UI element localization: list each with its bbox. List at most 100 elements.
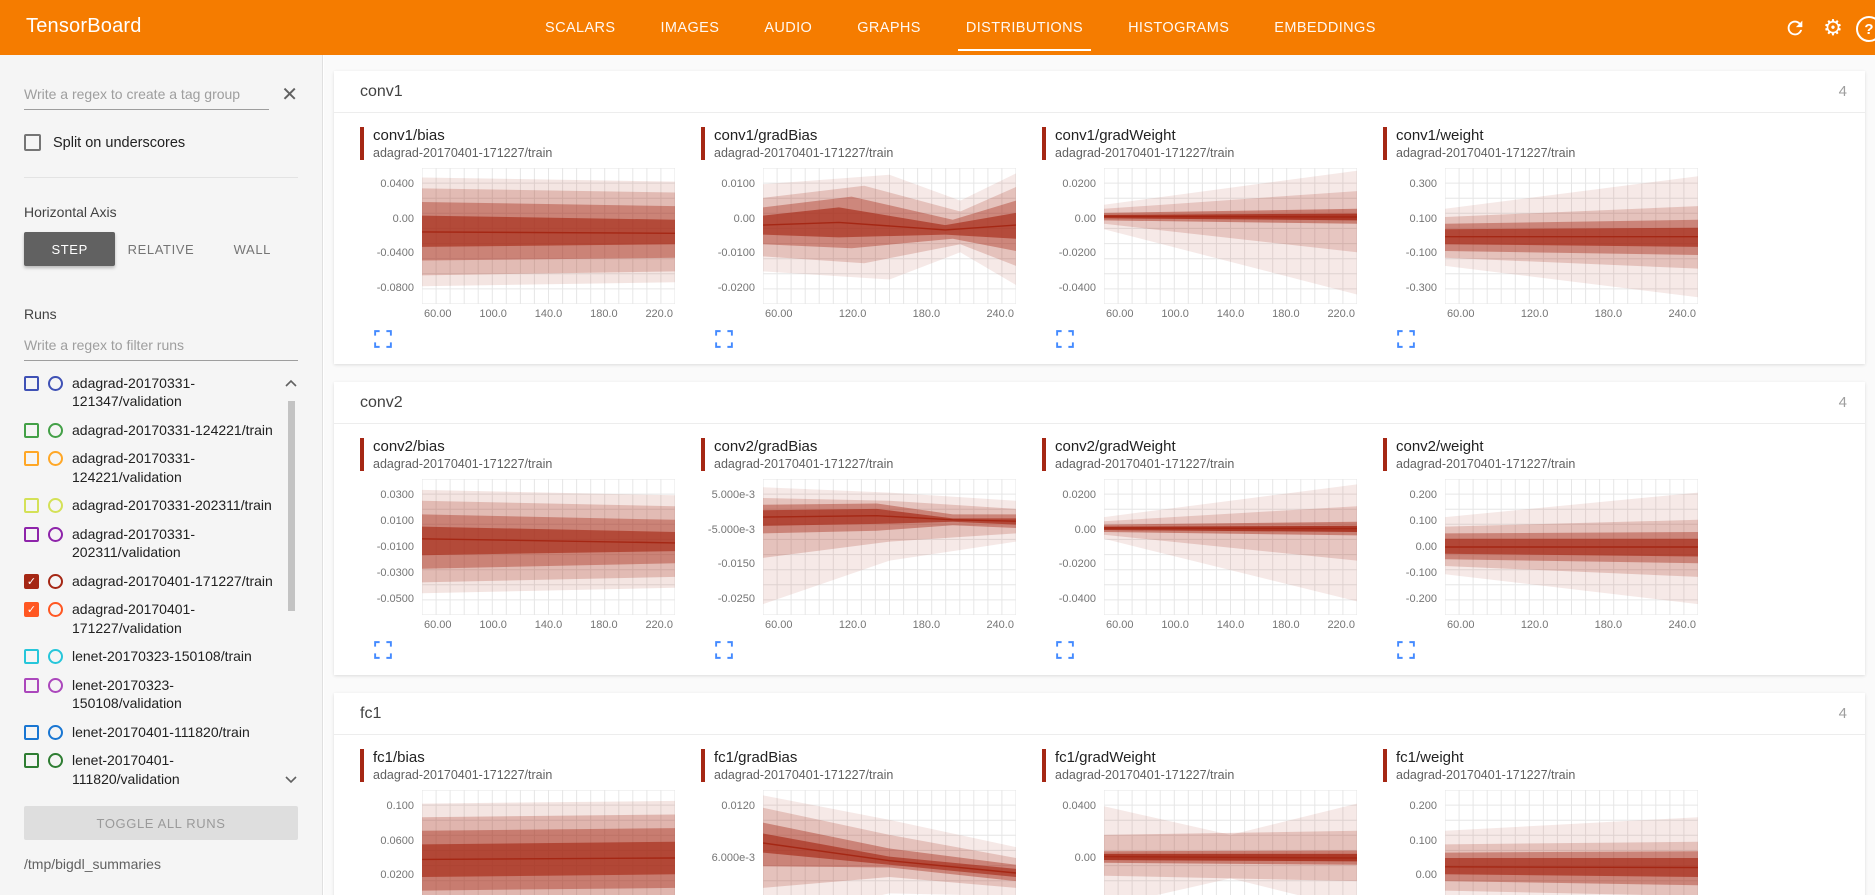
tab-embeddings[interactable]: EMBEDDINGS [1274,19,1376,36]
run-radio[interactable] [48,498,63,514]
expand-chart-icon[interactable] [374,641,392,659]
runs-filter-input[interactable] [24,330,298,361]
chart-card: conv1/gradBias adagrad-20170401-171227/tr… [701,127,1026,348]
split-underscores-row[interactable]: Split on underscores [24,134,298,178]
expand-chart-icon[interactable] [1056,330,1074,348]
run-item[interactable]: adagrad-20170331-124221/train [24,416,280,444]
axis-wall-button[interactable]: WALL [207,232,298,266]
tab-audio[interactable]: AUDIO [764,19,813,36]
refresh-icon[interactable] [1783,16,1807,40]
distribution-plot [1445,790,1698,895]
chart-title-block: fc1/gradBias adagrad-20170401-171227/trai… [701,749,1026,782]
x-tick: 220.0 [1327,619,1355,631]
x-tick: 100.0 [479,308,507,320]
run-item[interactable]: lenet-20170401-111820/validation [24,746,280,793]
y-tick: -0.0200 [1058,558,1096,571]
run-item[interactable]: adagrad-20170331-202311/validation [24,520,280,567]
run-checkbox[interactable] [24,451,39,467]
run-checkbox[interactable]: ✓ [24,602,39,618]
expand-chart-icon[interactable] [715,330,733,348]
distribution-plot [763,790,1016,895]
run-item[interactable]: ✓ adagrad-20170401-171227/validation [24,595,280,642]
y-tick: -5.000e-3 [707,523,755,536]
run-checkbox[interactable] [24,422,39,438]
chart-run-name: adagrad-20170401-171227/train [373,146,553,160]
run-radio[interactable] [48,526,63,542]
y-tick: -0.0200 [717,281,755,294]
run-checkbox[interactable] [24,498,39,514]
section-header[interactable]: fc1 4 [334,693,1865,735]
scroll-up-icon[interactable] [284,375,298,393]
chart-run-name: adagrad-20170401-171227/train [1055,457,1235,471]
run-checkbox[interactable] [24,649,39,665]
y-tick: -0.100 [1405,567,1437,579]
y-axis-labels: 0.0200 0.00 -0.0200 -0.0400 [1042,479,1104,615]
run-checkbox[interactable] [24,677,39,693]
chart-title: fc1/bias [373,749,425,766]
run-radio[interactable] [48,649,63,665]
tab-scalars[interactable]: SCALARS [545,19,616,36]
run-radio[interactable] [48,451,63,467]
axis-step-button[interactable]: STEP [24,232,116,266]
run-checkbox[interactable] [24,753,39,769]
plot-area: 0.0200 0.00 -0.0200 -0.0400 [1042,168,1367,304]
run-radio[interactable] [48,724,63,740]
expand-chart-icon[interactable] [1056,641,1074,659]
run-item[interactable]: lenet-20170401-111820/train [24,718,280,746]
run-item[interactable]: ✓ adagrad-20170401-171227/train [24,567,280,595]
expand-chart-icon[interactable] [374,330,392,348]
run-checkbox[interactable]: ✓ [24,573,39,589]
tab-graphs[interactable]: GRAPHS [857,19,921,36]
run-radio[interactable] [48,677,63,693]
close-icon[interactable]: ✕ [281,83,298,106]
settings-gear-icon[interactable]: ⚙ [1821,16,1845,40]
run-checkbox[interactable] [24,526,39,542]
tag-group-regex-input[interactable] [24,79,270,110]
run-checkbox[interactable] [24,376,39,391]
x-axis-labels: 60.00 100.0 140.0 180.0 220.0 [1104,615,1357,631]
section-title: conv2 [360,393,403,411]
expand-chart-icon[interactable] [1397,330,1415,348]
chart-run-name: adagrad-20170401-171227/train [714,146,894,160]
x-tick: 60.00 [765,619,793,631]
chart-run-name: adagrad-20170401-171227/train [1396,768,1576,782]
tab-histograms[interactable]: HISTOGRAMS [1128,19,1230,36]
x-axis-labels: 60.00 120.0 180.0 240.0 [763,304,1016,320]
scroll-down-icon[interactable] [284,772,298,790]
tab-distributions[interactable]: DISTRIBUTIONS [957,0,1092,55]
run-label: adagrad-20170331-124221/validation [72,450,195,485]
run-radio[interactable] [48,602,63,618]
section-fc1: fc1 4 fc1/bias adagrad-20170401-171227/trai… [334,693,1865,895]
run-item[interactable]: lenet-20170323-150108/validation [24,671,280,718]
run-checkbox[interactable] [24,724,39,740]
run-radio[interactable] [48,753,63,769]
run-item[interactable]: adagrad-20170331-202311/train [24,491,280,519]
section-header[interactable]: conv1 4 [334,71,1865,113]
run-radio[interactable] [48,573,63,589]
runs-scrollbar-thumb[interactable] [288,401,295,611]
run-item[interactable]: lenet-20170401-112317/train [24,793,280,794]
tab-images[interactable]: IMAGES [660,19,720,36]
plot-area: 0.0200 0.00 -0.0200 -0.0400 [1042,479,1367,615]
plot-area: 5.000e-3 -5.000e-3 -0.0150 -0.0250 [701,479,1026,615]
help-icon[interactable]: ? [1856,16,1875,42]
y-tick: 0.100 [386,800,414,812]
chart-run-name: adagrad-20170401-171227/train [1055,768,1235,782]
run-item[interactable]: lenet-20170323-150108/train [24,642,280,670]
x-tick: 60.00 [765,308,793,320]
section-header[interactable]: conv2 4 [334,382,1865,424]
help-glyph: ? [1864,20,1874,38]
expand-chart-icon[interactable] [1397,641,1415,659]
chart-card: conv1/bias adagrad-20170401-171227/train 0… [360,127,685,348]
toggle-all-runs-button[interactable]: TOGGLE ALL RUNS [24,806,298,840]
y-tick: 0.100 [1409,834,1437,847]
split-underscores-checkbox[interactable] [24,134,41,151]
run-radio[interactable] [48,422,63,438]
expand-chart-icon[interactable] [715,641,733,659]
run-radio[interactable] [48,376,63,391]
run-item[interactable]: adagrad-20170331-121347/validation [24,369,280,416]
axis-relative-button[interactable]: RELATIVE [115,232,206,266]
run-item[interactable]: adagrad-20170331-124221/validation [24,444,280,491]
